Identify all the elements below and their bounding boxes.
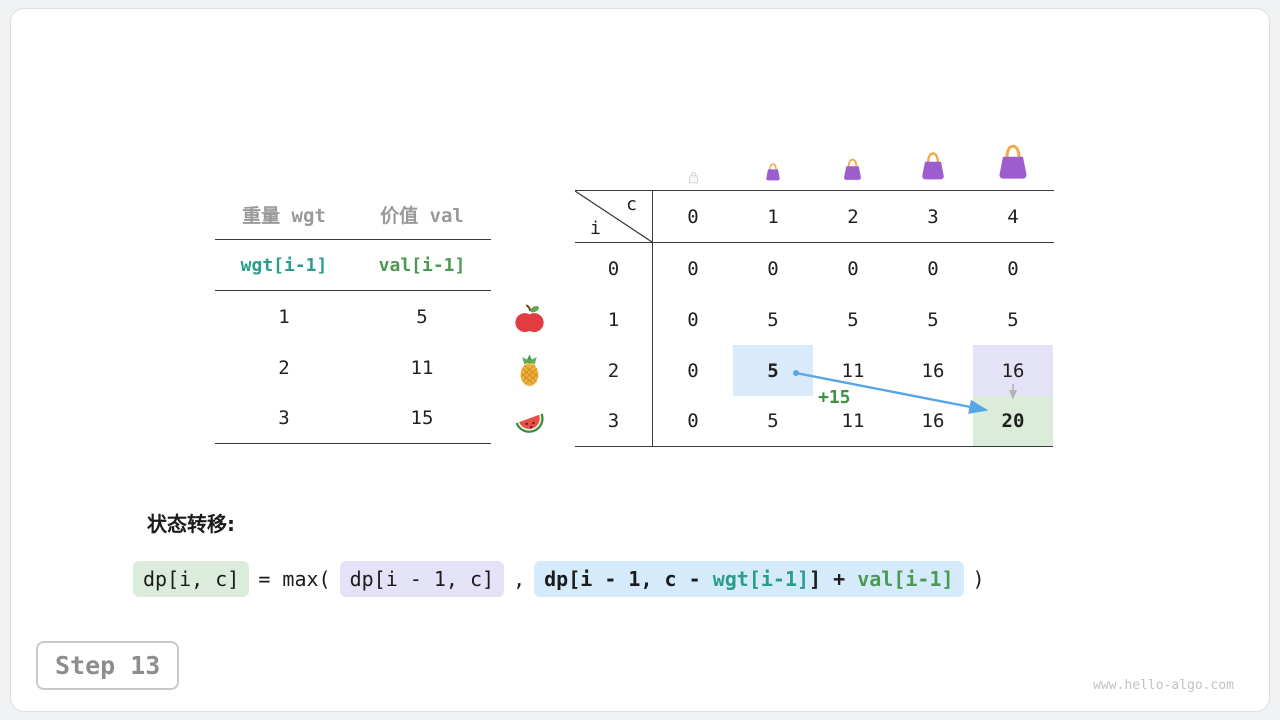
tiny-bag-outline-icon — [687, 169, 700, 184]
dp-cell: 0 — [847, 257, 859, 280]
dp-cell: 5 — [847, 308, 859, 331]
transition-formula: dp[i, c] = max( dp[i - 1, c] , dp[i - 1,… — [133, 561, 985, 597]
dp-col-header: 2 — [847, 205, 859, 228]
dp-col-header: 0 — [687, 205, 699, 228]
formula-arg-take-val: val[i-1] — [857, 567, 954, 591]
item-row: 2 11 — [215, 342, 491, 393]
dp-corner-cell: c i — [575, 191, 653, 242]
watermark: www.hello-algo.com — [1093, 678, 1234, 693]
largest-bag-icon — [993, 142, 1033, 182]
dp-row-0: 0 0 0 0 0 0 — [575, 243, 1054, 294]
dp-row-3: 3 0 5 11 16 20 — [575, 396, 1054, 447]
wgt-formula: wgt[i-1] — [240, 254, 328, 276]
dp-row-header: 0 — [575, 243, 653, 294]
dp-cell: 0 — [687, 308, 699, 331]
dp-cell: 16 — [893, 396, 973, 447]
dp-row-header: 3 — [575, 396, 653, 447]
value-column-header: 价值 val — [380, 205, 464, 227]
dp-row-header: 1 — [575, 294, 653, 345]
medium-bag-icon — [840, 157, 865, 182]
dp-cell: 5 — [767, 308, 779, 331]
step-badge-label: Step 13 — [55, 651, 161, 680]
dp-cell: 16 — [921, 359, 945, 382]
dp-col-header: 4 — [1007, 205, 1019, 228]
dp-cell: 0 — [1007, 257, 1019, 280]
item-weight: 3 — [278, 407, 290, 429]
dp-col-header: 3 — [927, 205, 939, 228]
dp-cell: 5 — [927, 308, 939, 331]
val-formula: val[i-1] — [378, 254, 466, 276]
formula-arg-take: dp[i - 1, c - wgt[i-1]] + val[i-1] — [534, 561, 964, 597]
formula-arg-skip: dp[i - 1, c] — [339, 561, 505, 597]
formula-comma: , — [513, 567, 526, 591]
dp-row-1: 1 0 5 5 5 5 — [575, 294, 1054, 345]
diagonal-divider — [575, 191, 652, 242]
dp-cell: 0 — [653, 396, 733, 447]
formula-lhs: dp[i, c] — [133, 561, 250, 597]
formula-arg-take-prefix: dp[i - 1, c - — [544, 567, 713, 591]
large-bag-icon — [917, 150, 949, 182]
transition-label: 状态转移: — [147, 512, 235, 536]
item-row: 1 5 — [215, 291, 491, 342]
formula-arg-take-mid: ] + — [809, 567, 858, 591]
capacity-axis-label: c — [626, 194, 637, 215]
apple-icon — [513, 303, 546, 336]
item-weight: 1 — [278, 305, 290, 328]
dp-cell: 5 — [733, 396, 813, 447]
step-badge: Step 13 — [36, 641, 180, 690]
formula-close-paren: ) — [972, 567, 985, 591]
dp-table: c i 0 1 2 3 4 0 0 0 0 0 0 1 0 5 5 5 5 2 — [575, 190, 1054, 447]
dp-cell: 0 — [687, 257, 699, 280]
dp-row-header: 2 — [575, 345, 653, 396]
watermelon-icon — [513, 405, 546, 438]
dp-cell-result-highlight: 20 — [973, 396, 1053, 447]
dp-cell-source-highlight: 5 — [733, 345, 813, 396]
item-value: 5 — [416, 305, 428, 328]
weight-column-header: 重量 wgt — [242, 205, 326, 227]
small-bag-icon — [763, 162, 783, 182]
dp-cell: 5 — [1007, 308, 1019, 331]
items-table-formula-row: wgt[i-1] val[i-1] — [215, 240, 491, 291]
dp-cell: 0 — [767, 257, 779, 280]
gain-annotation: +15 — [818, 387, 851, 408]
dp-cell: 0 — [687, 359, 699, 382]
item-row: 3 15 — [215, 393, 491, 444]
dp-col-header: 1 — [767, 205, 779, 228]
dp-cell: 11 — [813, 396, 893, 447]
formula-arg-take-wgt: wgt[i-1] — [712, 567, 810, 591]
items-table-header: 重量 wgt 价值 val — [215, 190, 491, 240]
item-weight: 2 — [278, 356, 290, 379]
pineapple-icon — [513, 354, 546, 387]
formula-operator: = max( — [258, 567, 331, 591]
dp-header-row: c i 0 1 2 3 4 — [575, 190, 1054, 243]
dp-cell-skip-highlight: 16 — [973, 345, 1053, 396]
dp-row-2: 2 0 5 11 16 16 — [575, 345, 1054, 396]
item-axis-label: i — [590, 218, 601, 239]
item-value: 15 — [410, 407, 434, 429]
item-value: 11 — [410, 356, 434, 379]
items-table: 重量 wgt 价值 val wgt[i-1] val[i-1] 1 5 2 11… — [215, 190, 491, 444]
dp-cell: 0 — [927, 257, 939, 280]
